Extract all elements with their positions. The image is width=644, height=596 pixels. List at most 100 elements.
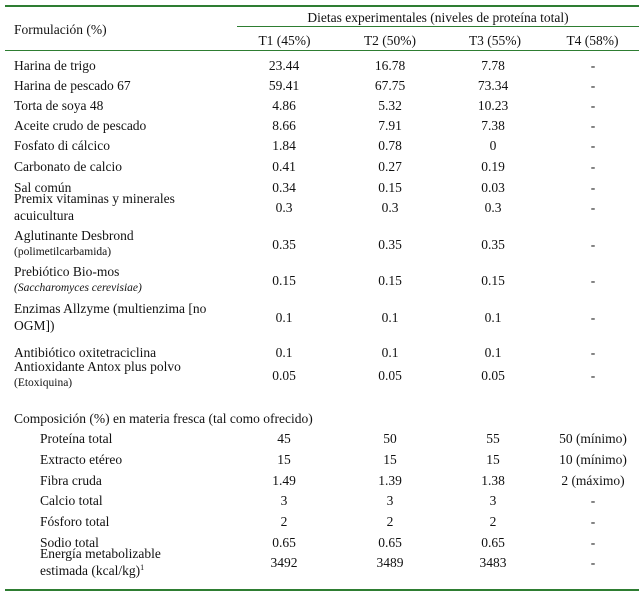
column-header-t3: T3 (55%) <box>468 33 522 48</box>
table-cell: 23.44 <box>268 58 300 73</box>
table-cell: 3 <box>386 493 394 508</box>
table-cell: 10.23 <box>477 98 509 113</box>
formulation-header: Formulación (%) <box>14 22 107 37</box>
table-cell: 50 (mínimo) <box>559 431 627 446</box>
table-cell: 0.1 <box>381 310 399 325</box>
table-cell: - <box>590 98 596 113</box>
row-label: Fosfato di cálcico <box>14 138 110 153</box>
table-cell: 15 <box>277 452 291 467</box>
table-cell: - <box>590 273 596 288</box>
row-label: Carbonato de calcio <box>14 159 122 174</box>
table-cell: 15 <box>383 452 397 467</box>
table-cell: - <box>590 555 596 570</box>
table-cell: 0 <box>489 138 497 153</box>
table-cell: - <box>590 138 596 153</box>
table-cell: 0.15 <box>378 180 402 195</box>
row-label: Fibra cruda <box>40 473 102 488</box>
composition-heading: Composición (%) en materia fresca (tal c… <box>14 411 313 426</box>
row-label: Aceite crudo de pescado <box>14 118 147 133</box>
table-cell: 67.75 <box>374 78 406 93</box>
table-cell: 3492 <box>270 555 298 570</box>
table-cell: 0.1 <box>275 310 293 325</box>
row-label-continuation: OGM]) <box>14 318 55 333</box>
table-cell: - <box>590 180 596 195</box>
header-bottom-rule <box>5 50 639 51</box>
row-label: Fósforo total <box>40 514 110 529</box>
table-cell: - <box>590 493 596 508</box>
table-cell: 0.05 <box>272 368 296 383</box>
table-cell: 0.15 <box>481 273 505 288</box>
row-label-continuation: (Saccharomyces cerevisiae) <box>14 282 142 294</box>
table-cell: 1.84 <box>272 138 296 153</box>
table-cell: 0.3 <box>381 200 399 215</box>
table-cell: 73.34 <box>477 78 509 93</box>
table-cell: 0.65 <box>272 535 296 550</box>
table-cell: - <box>590 159 596 174</box>
table-cell: - <box>590 345 596 360</box>
row-label: Proteína total <box>40 431 113 446</box>
table-cell: 0.3 <box>484 200 502 215</box>
table-cell: 55 <box>486 431 500 446</box>
table-cell: 3 <box>280 493 288 508</box>
table-cell: 3489 <box>376 555 404 570</box>
table-cell: 2 (máximo) <box>561 473 625 488</box>
table-cell: - <box>590 200 596 215</box>
row-label: Harina de trigo <box>14 58 96 73</box>
table-cell: 0.3 <box>275 200 293 215</box>
table-cell: 1.39 <box>378 473 402 488</box>
row-label: Calcio total <box>40 493 103 508</box>
row-label: Torta de soya 48 <box>14 98 104 113</box>
table-top-rule <box>5 5 639 7</box>
group-header-rule <box>237 26 639 27</box>
row-label: Sodio total <box>40 535 99 550</box>
table-cell: 10 (mínimo) <box>559 452 627 467</box>
table-cell: 0.1 <box>484 310 502 325</box>
table-cell: 45 <box>277 431 291 446</box>
row-label: Antibiótico oxitetraciclina <box>14 345 157 360</box>
diets-group-header: Dietas experimentales (niveles de proteí… <box>307 10 569 25</box>
table-cell: 0.1 <box>484 345 502 360</box>
table-bottom-rule <box>5 589 639 591</box>
table-cell: - <box>590 310 596 325</box>
table-cell: 4.86 <box>272 98 296 113</box>
table-cell: - <box>590 514 596 529</box>
table-cell: 1.49 <box>272 473 296 488</box>
table-cell: - <box>590 78 596 93</box>
row-label: Premix vitaminas y minerales <box>14 191 175 206</box>
table-cell: 16.78 <box>374 58 406 73</box>
row-label: Extracto etéreo <box>40 452 123 467</box>
footnote-marker: 1 <box>140 563 145 572</box>
row-label: Harina de pescado 67 <box>14 78 131 93</box>
table-cell: - <box>590 535 596 550</box>
table-cell: 5.32 <box>378 98 402 113</box>
table-cell: 0.41 <box>272 159 296 174</box>
table-cell: 50 <box>383 431 397 446</box>
table-cell: 0.35 <box>272 237 296 252</box>
table-cell: - <box>590 237 596 252</box>
table-cell: 0.34 <box>272 180 296 195</box>
table-cell: 0.27 <box>378 159 402 174</box>
table-cell: 0.35 <box>481 237 505 252</box>
table-cell: 0.05 <box>378 368 402 383</box>
table-cell: 0.1 <box>275 345 293 360</box>
table-cell: 2 <box>489 514 497 529</box>
table-cell: 8.66 <box>272 118 296 133</box>
table-cell: 15 <box>486 452 500 467</box>
table-cell: - <box>590 118 596 133</box>
column-header-t4: T4 (58%) <box>566 33 619 48</box>
column-header-t1: T1 (45%) <box>258 33 311 48</box>
table-cell: 0.35 <box>378 237 402 252</box>
row-label: Sal común <box>14 180 72 195</box>
row-label-continuation: acuicultura <box>14 208 74 223</box>
table-cell: 59.41 <box>268 78 300 93</box>
table-cell: 0.15 <box>272 273 296 288</box>
table-cell: 2 <box>280 514 288 529</box>
table-cell: 7.38 <box>481 118 505 133</box>
row-label: Aglutinante Desbrond <box>14 228 134 243</box>
row-label-continuation: (Etoxiquina) <box>14 377 73 389</box>
row-label: Antioxidante Antox plus polvo <box>14 359 181 374</box>
table-cell: 7.78 <box>481 58 505 73</box>
table-cell: 0.15 <box>378 273 402 288</box>
table-cell: 7.91 <box>378 118 402 133</box>
